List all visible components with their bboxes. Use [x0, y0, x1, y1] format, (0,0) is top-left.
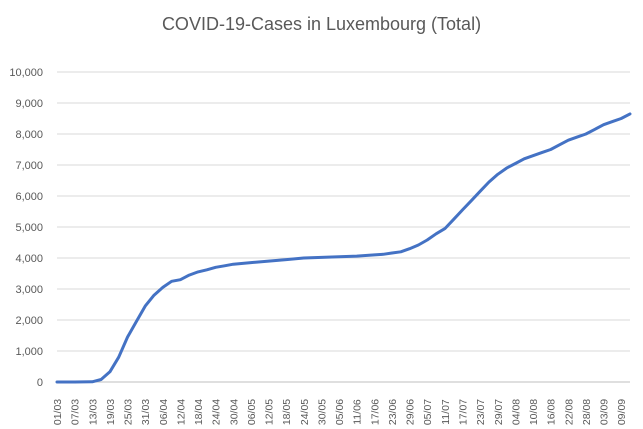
x-tick-label: 31/03	[140, 399, 152, 425]
x-tick-label: 18/05	[281, 399, 293, 425]
x-tick-label: 23/07	[475, 399, 487, 425]
x-tick-label: 05/06	[334, 399, 346, 425]
x-tick-label: 18/04	[193, 399, 205, 425]
y-tick-label: 4,000	[15, 253, 43, 265]
x-tick-label: 10/08	[528, 399, 540, 425]
x-tick-label: 28/08	[581, 399, 593, 425]
y-tick-label: 5,000	[15, 222, 43, 234]
x-tick-label: 17/07	[458, 399, 470, 425]
x-tick-label: 11/06	[352, 399, 364, 425]
x-tick-label: 04/08	[510, 399, 522, 425]
x-tick-label: 24/04	[211, 399, 223, 425]
x-tick-label: 11/07	[440, 399, 452, 425]
x-tick-label: 25/03	[123, 399, 135, 425]
x-tick-label: 09/09	[616, 399, 628, 425]
x-tick-label: 03/09	[599, 399, 611, 425]
x-tick-label: 06/05	[246, 399, 258, 425]
series-line	[55, 112, 632, 384]
y-tick-label: 8,000	[15, 129, 43, 141]
x-tick-label: 24/05	[299, 399, 311, 425]
x-tick-label: 19/03	[105, 399, 117, 425]
y-tick-label: 2,000	[15, 315, 43, 327]
x-tick-label: 29/07	[493, 399, 505, 425]
x-tick-label: 30/05	[316, 399, 328, 425]
x-tick-label: 30/04	[228, 399, 240, 425]
x-tick-label: 12/05	[264, 399, 276, 425]
x-tick-label: 23/06	[387, 399, 399, 425]
x-tick-label: 05/07	[422, 399, 434, 425]
x-tick-label: 29/06	[405, 399, 417, 425]
x-tick-label: 22/08	[563, 399, 575, 425]
y-tick-label: 3,000	[15, 284, 43, 296]
y-tick-label: 9,000	[15, 98, 43, 110]
y-tick-label: 1,000	[15, 346, 43, 358]
y-tick-label: 6,000	[15, 191, 43, 203]
x-tick-label: 07/03	[70, 399, 82, 425]
x-tick-label: 01/03	[52, 399, 64, 425]
x-tick-label: 12/04	[175, 399, 187, 425]
y-tick-label: 7,000	[15, 160, 43, 172]
x-tick-label: 17/06	[369, 399, 381, 425]
x-tick-label: 06/04	[158, 399, 170, 425]
y-tick-label: 10,000	[9, 67, 43, 79]
x-tick-label: 13/03	[87, 399, 99, 425]
chart-title: COVID-19-Cases in Luxembourg (Total)	[161, 14, 482, 34]
y-tick-label: 0	[37, 377, 43, 389]
x-tick-label: 16/08	[546, 399, 558, 425]
